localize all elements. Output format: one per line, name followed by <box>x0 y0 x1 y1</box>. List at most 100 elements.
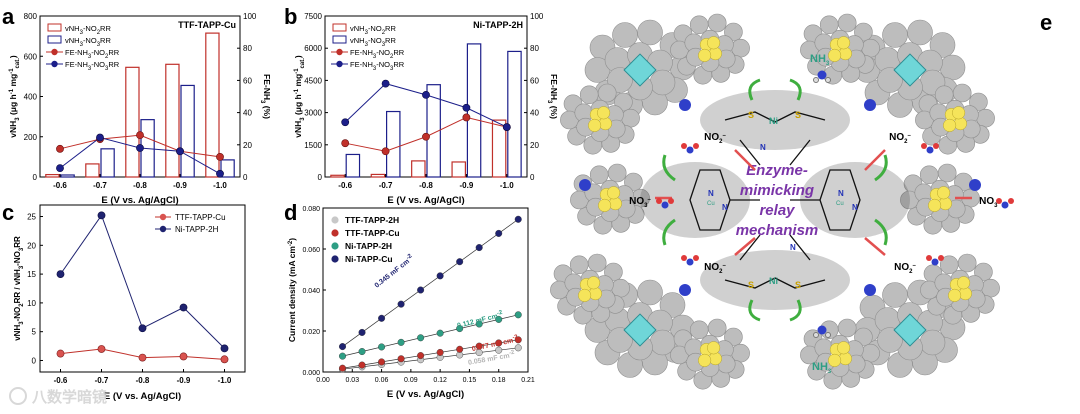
bar-no2rr <box>451 161 466 178</box>
fit-line-0 <box>342 347 519 370</box>
panel-letter-b: b <box>284 4 297 29</box>
data-point-3 <box>417 286 425 294</box>
x-tick-label: -1.0 <box>218 376 232 385</box>
data-point-3 <box>475 244 483 252</box>
data-point-1 <box>358 361 366 369</box>
legend-label-fe-no2rr: FE-NH3-NO2RR <box>350 48 405 60</box>
no-molecule-o <box>656 198 662 204</box>
legend-marker-fe-no2rr <box>51 48 58 56</box>
x-tick-label: -0.6 <box>53 181 67 190</box>
x-tick-label: -0.9 <box>460 181 474 190</box>
watermark-logo-icon <box>9 387 27 405</box>
y2-tick-label: 20 <box>530 141 539 150</box>
molecular-bond <box>689 169 731 231</box>
data-point-3 <box>378 314 386 322</box>
data-point-1 <box>456 345 464 353</box>
panel-d: 0.00 0.03 0.06 0.09 0.12 0.15 0.18 0.21 0.000 0.0… <box>287 206 535 400</box>
series-point-1 <box>138 324 147 333</box>
y-tick-label: 0.040 <box>302 288 320 295</box>
sulfur-sphere <box>838 47 852 61</box>
legend-label-bar-no2rr: vNH3-NO2RR <box>350 24 396 36</box>
legend-label-bar-no2rr: vNH3-NO2RR <box>65 24 111 36</box>
bar-no3rr <box>220 159 235 178</box>
data-point-1 <box>514 336 522 344</box>
nitrogen-label: N <box>838 189 844 198</box>
y-tick-label: 0 <box>318 173 323 182</box>
legend: vNH3-NO2RRvNH3-NO3RRFE-NH3-NO2RRFE-NH3-N… <box>46 23 120 72</box>
bar-no3rr <box>507 50 522 178</box>
no-molecule-n <box>661 201 669 209</box>
data-point-3 <box>358 328 366 336</box>
series-point-1 <box>220 344 229 353</box>
sulfur-sphere <box>707 341 721 355</box>
nh3-molecule-h <box>825 332 831 338</box>
no-molecule-o <box>1008 198 1014 204</box>
nitrogen-label: N <box>708 189 714 198</box>
nitrogen-label: N <box>790 243 796 252</box>
fit-line-1 <box>342 339 519 369</box>
no3-label-left: NO3– <box>629 196 651 209</box>
y-tick-label: 7500 <box>304 12 322 21</box>
mechanism-label: mimicking <box>740 182 814 199</box>
point-fe-no3rr <box>56 164 64 173</box>
nitrogen-sphere <box>579 179 591 191</box>
y2-tick-label: 60 <box>530 76 539 85</box>
mechanism-label: relay <box>759 202 795 219</box>
data-point-0 <box>514 344 522 352</box>
series-point-1 <box>97 211 106 220</box>
no-molecule-o <box>668 198 674 204</box>
sulfur-label: S <box>795 110 801 120</box>
sulfur-sphere <box>708 352 722 366</box>
data-point-3 <box>495 229 503 237</box>
legend: vNH3-NO2RRvNH3-NO3RRFE-NH3-NO2RRFE-NH3-N… <box>331 23 405 72</box>
bar-no2rr <box>411 160 426 178</box>
point-fe-no3rr <box>502 123 511 131</box>
data-point-1 <box>417 352 425 360</box>
bar-no2rr <box>125 66 140 178</box>
metal-center <box>623 313 657 347</box>
x-tick-label: -0.7 <box>379 181 393 190</box>
x-axis-title: E (V vs. Ag/AgCl) <box>101 195 178 206</box>
legend-marker-fe-no3rr <box>51 60 58 68</box>
y-tick-label: 25 <box>27 213 36 222</box>
legend-label-bar-no3rr: vNH3-NO3RR <box>350 36 396 48</box>
x-tick-label: -0.6 <box>338 181 352 190</box>
green-arrow <box>789 78 802 101</box>
y-tick-label: 400 <box>24 93 38 102</box>
sulfur-sphere <box>837 341 851 355</box>
x-tick-label: 0.00 <box>316 377 330 384</box>
sulfur-sphere <box>698 353 712 367</box>
nitrogen-sphere <box>864 99 876 111</box>
data-point-3 <box>456 258 464 266</box>
legend-label-3: Ni-TAPP-Cu <box>345 254 393 264</box>
x-tick-label: -0.7 <box>93 181 107 190</box>
atom-sphere <box>952 83 972 103</box>
sulfur-sphere <box>607 186 621 200</box>
metal-center <box>893 313 927 347</box>
bar-no3rr <box>426 84 441 178</box>
sulfur-sphere <box>937 186 951 200</box>
data-point-2 <box>378 343 386 351</box>
sulfur-sphere <box>578 288 592 302</box>
x-tick-label: 0.21 <box>521 377 535 384</box>
sulfur-sphere <box>938 197 952 211</box>
mechanism-label: mechanism <box>736 222 819 239</box>
data-point-3 <box>514 215 522 223</box>
no-molecule-o <box>693 143 699 149</box>
atom-sphere <box>919 329 946 356</box>
atom-sphere <box>637 279 663 306</box>
sulfur-sphere <box>588 287 602 301</box>
sulfur-sphere <box>708 47 722 61</box>
no-molecule-o <box>681 143 687 149</box>
y2-tick-label: 0 <box>243 173 248 182</box>
sulfur-sphere <box>957 276 971 290</box>
nh3-molecule-h <box>813 77 819 83</box>
legend-marker-2 <box>331 242 339 250</box>
molecular-bond <box>739 234 811 261</box>
molecular-bond <box>739 139 811 166</box>
sulfur-sphere <box>952 106 966 120</box>
nickel-label: Ni <box>769 276 778 286</box>
fit-line-2 <box>342 314 519 357</box>
series-point-0 <box>220 355 229 364</box>
